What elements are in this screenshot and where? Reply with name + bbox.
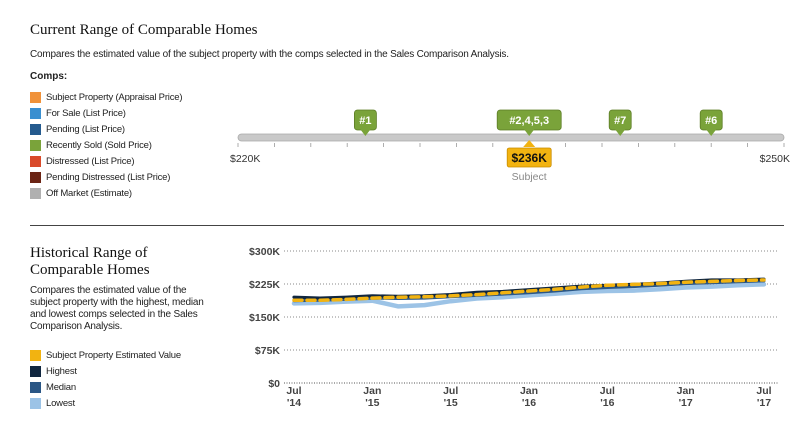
comp-marker[interactable]: #1 [353,109,377,136]
comps-legend-item: For Sale (List Price) [30,108,182,124]
comps-label: Comps: [30,71,68,82]
comps-legend-item: Distressed (List Price) [30,156,182,172]
range-min-label: $220K [230,153,260,165]
y-tick-label: $300K [249,246,280,258]
comps-legend-swatch [30,124,41,135]
subject-marker-box [506,147,552,168]
x-tick-label: Jan '15 [363,385,381,409]
section-divider [30,225,784,226]
comps-legend-label: Off Market (Estimate) [46,188,132,199]
subject-marker-pointer [523,140,536,147]
comps-legend-swatch [30,92,41,103]
comp-marker-pointer [524,129,535,136]
x-tick-label: Jul '15 [443,385,458,409]
comp-marker-label: #2,4,5,3 [509,115,549,127]
subject-caption: Subject [512,171,547,183]
comps-legend-label: Distressed (List Price) [46,156,135,167]
comp-marker-label: #1 [359,115,371,127]
subject-value-label: $236K [512,151,548,165]
history-legend-label: Subject Property Estimated Value [46,350,181,361]
comps-legend-item: Pending (List Price) [30,124,182,140]
history-legend-swatch [30,398,41,409]
history-description-line: Comparison Analysis. [30,321,123,332]
history-legend-label: Median [46,382,76,393]
comp-marker-pointer [706,129,717,136]
history-legend-swatch [30,382,41,393]
comps-legend-label: Pending Distressed (List Price) [46,172,171,183]
x-tick-label: Jul '17 [756,385,771,409]
history-legend-item: Highest [30,366,181,382]
y-tick-label: $150K [249,312,280,324]
comp-marker[interactable]: #6 [699,109,723,136]
history-legend-item: Lowest [30,398,181,414]
history-legend-item: Subject Property Estimated Value [30,350,181,366]
comps-legend-swatch [30,108,41,119]
history-title-line-1: Historical Range of [30,245,148,261]
comp-marker-pointer [615,129,626,136]
range-bar [237,133,785,142]
comps-legend-item: Pending Distressed (List Price) [30,172,182,188]
x-tick-label: Jan '17 [677,385,695,409]
history-legend-label: Lowest [46,398,75,409]
history-legend-swatch [30,366,41,377]
history-legend: Subject Property Estimated Value Highest M… [30,350,181,414]
history-legend-item: Median [30,382,181,398]
subject-value-line [292,278,766,303]
history-legend-swatch [30,350,41,361]
history-description-line: subject property with the highest, media… [30,297,204,308]
comps-legend: Subject Property (Appraisal Price) For Sa… [30,92,182,204]
history-section-description: Compares the estimated value of the subje… [30,285,204,333]
history-description-line: Compares the estimated value of the [30,285,187,296]
comps-legend-label: Recently Sold (Sold Price) [46,140,152,151]
comps-legend-label: Subject Property (Appraisal Price) [46,92,183,103]
history-section-title: Historical Range of Comparable Homes [30,245,150,279]
x-tick-label: Jul '14 [286,385,301,409]
lowest-line [291,282,767,309]
current-range-chart: $220K $250K #1 #2,4,5,3 #7 #6 $236K Subject [230,109,790,183]
range-max-label: $250K [760,153,790,165]
x-tick-label: Jan '16 [520,385,538,409]
comps-legend-swatch [30,172,41,183]
comps-legend-swatch [30,188,41,199]
comps-legend-label: Pending (List Price) [46,124,125,135]
comps-legend-item: Recently Sold (Sold Price) [30,140,182,156]
history-description-line: and lowest comps selected in the Sales [30,309,198,320]
x-tick-label: Jul '16 [600,385,615,409]
comp-marker[interactable]: #7 [608,109,632,136]
y-tick-label: $0 [268,378,280,390]
y-tick-label: $225K [249,279,280,291]
comp-marker-label: #7 [614,115,626,127]
comps-legend-item: Off Market (Estimate) [30,188,182,204]
range-section-description: Compares the estimated value of the subj… [30,49,509,60]
comp-marker[interactable]: #2,4,5,3 [496,109,562,136]
comp-marker-label: #6 [705,115,717,127]
comps-legend-label: For Sale (List Price) [46,108,126,119]
comps-legend-item: Subject Property (Appraisal Price) [30,92,182,108]
comps-legend-swatch [30,156,41,167]
comps-legend-swatch [30,140,41,151]
range-section-title: Current Range of Comparable Homes [30,22,258,38]
y-tick-label: $75K [255,345,281,357]
subject-marker[interactable]: $236K Subject [506,140,552,183]
history-title-line-2: Comparable Homes [30,262,150,278]
comp-marker-pointer [360,129,371,136]
history-legend-label: Highest [46,366,77,377]
